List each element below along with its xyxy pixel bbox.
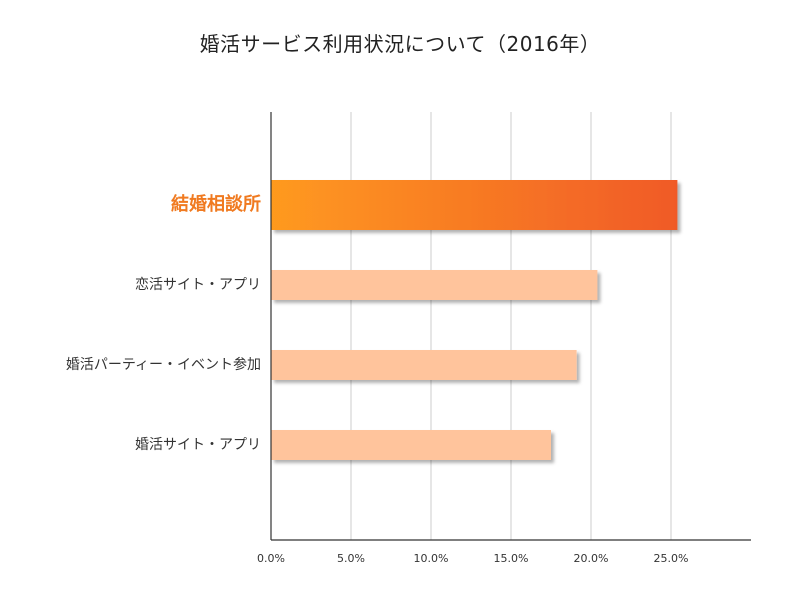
x-tick-label: 25.0%	[654, 552, 689, 565]
x-tick-labels: 0.0% 5.0% 10.0% 15.0% 20.0% 25.0%	[257, 552, 688, 565]
x-tick-label: 10.0%	[414, 552, 449, 565]
bar	[271, 270, 598, 300]
bar	[271, 180, 678, 230]
x-tick-label: 0.0%	[257, 552, 285, 565]
bar	[271, 350, 577, 380]
axes	[270, 112, 751, 541]
category-label: 恋活サイト・アプリ	[135, 276, 261, 293]
x-tick-label: 5.0%	[337, 552, 365, 565]
category-label: 結婚相談所	[171, 193, 261, 215]
chart-title: 婚活サービス利用状況について（2016年）	[199, 32, 601, 56]
category-label: 婚活サイト・アプリ	[135, 437, 261, 453]
grid-lines	[350, 112, 672, 540]
x-tick-label: 15.0%	[494, 552, 529, 565]
x-tick-label: 20.0%	[574, 552, 609, 565]
category-label: 婚活パーティー・イベント参加	[66, 356, 261, 373]
bar	[271, 430, 551, 460]
bars	[271, 180, 678, 460]
